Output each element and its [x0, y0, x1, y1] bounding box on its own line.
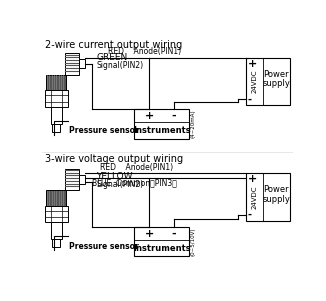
Bar: [52, 124, 60, 132]
Text: Signal(PIN2): Signal(PIN2): [96, 180, 143, 189]
Text: supply: supply: [262, 195, 290, 204]
Text: -: -: [171, 228, 176, 238]
Text: 2-wire current output wiring: 2-wire current output wiring: [45, 40, 182, 50]
Bar: [46, 190, 66, 206]
Bar: [245, 173, 290, 221]
Bar: [51, 222, 62, 239]
Text: -: -: [171, 111, 176, 121]
Bar: [245, 58, 290, 105]
Text: Instruments: Instruments: [133, 244, 190, 253]
Text: Power: Power: [264, 70, 289, 79]
Bar: [65, 53, 79, 75]
Text: Instruments: Instruments: [133, 126, 190, 135]
Text: +: +: [145, 228, 154, 238]
Text: supply: supply: [262, 79, 290, 88]
Bar: [45, 90, 68, 107]
Bar: [51, 107, 62, 124]
Bar: [79, 175, 85, 184]
Text: -: -: [248, 94, 252, 104]
Text: 24VDC: 24VDC: [251, 70, 257, 93]
Text: GREEN: GREEN: [96, 53, 127, 62]
Text: RED    Anode(PIN1): RED Anode(PIN1): [108, 47, 181, 56]
Text: 24VDC: 24VDC: [251, 185, 257, 209]
Text: RED    Anode(PIN1): RED Anode(PIN1): [100, 163, 173, 172]
Text: +: +: [248, 59, 257, 69]
Bar: [45, 206, 68, 222]
Text: YELLOW: YELLOW: [96, 172, 133, 181]
Text: (4~20mA): (4~20mA): [191, 110, 196, 138]
Text: BLUE  Common（PIN3）: BLUE Common（PIN3）: [92, 178, 177, 188]
Bar: [79, 59, 85, 68]
Text: +: +: [145, 111, 154, 121]
Text: -: -: [248, 210, 252, 220]
Bar: [134, 109, 189, 138]
Text: Pressure sensor: Pressure sensor: [69, 242, 139, 251]
Bar: [46, 75, 66, 90]
Text: 3-wire voltage output wiring: 3-wire voltage output wiring: [45, 154, 183, 164]
Text: Signal(PIN2): Signal(PIN2): [96, 61, 143, 70]
Bar: [52, 239, 60, 247]
Text: Pressure sensor: Pressure sensor: [69, 126, 139, 135]
Bar: [65, 169, 79, 190]
Bar: [134, 227, 189, 256]
Text: +: +: [248, 174, 257, 184]
Text: Power: Power: [264, 185, 289, 194]
Text: (0~5/10V): (0~5/10V): [191, 228, 196, 256]
